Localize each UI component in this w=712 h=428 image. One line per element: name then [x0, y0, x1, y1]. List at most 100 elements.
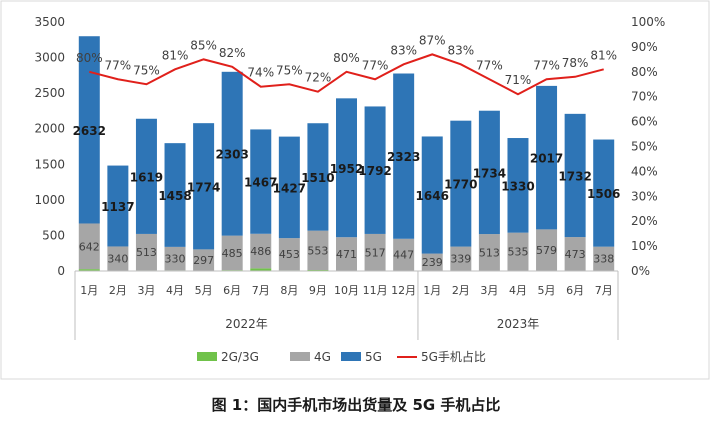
axes: 0 500 1000 1500 2000 2500 3000 3500 0% 10% 20% 30% 4…	[0, 0, 710, 380]
bar-5G-19	[593, 139, 615, 247]
y2-tick-70%: 70%	[631, 90, 658, 104]
bar-5G-11	[364, 106, 386, 234]
bar-2G-3G-1	[78, 269, 100, 271]
bar-4G-16	[507, 232, 529, 271]
y2-tick-0%: 0%	[631, 264, 650, 278]
bar-4G-19	[593, 246, 615, 271]
line-5g-share	[89, 53, 604, 96]
label-5g-18: 1732	[558, 169, 591, 183]
bar-4G-8	[278, 238, 300, 271]
label-5g-11: 1792	[358, 164, 391, 178]
x-tick-14: 2月	[452, 284, 470, 297]
label-4g-17: 579	[536, 244, 557, 257]
y-tick-1000: 1000	[34, 193, 65, 207]
label-5g-9: 1510	[301, 171, 334, 185]
bar-4G-11	[364, 233, 386, 271]
x-tick-18: 6月	[566, 284, 584, 297]
label-5g-share-1: 80%	[76, 51, 103, 65]
figure-caption: 图 1：国内手机市场出货量及 5G 手机占比	[211, 396, 501, 414]
label-4g-14: 339	[450, 253, 471, 266]
label-4g-11: 517	[365, 246, 386, 259]
bar-4G-10	[336, 237, 357, 271]
bar-5G-2	[107, 165, 129, 247]
label-5g-share-9: 72%	[305, 71, 332, 85]
label-4g-10: 471	[336, 248, 357, 261]
label-5g-13: 1646	[416, 189, 449, 203]
label-5g-3: 1619	[130, 170, 163, 184]
x-tick-15: 3月	[480, 284, 498, 297]
x-tick-10: 10月	[334, 284, 359, 297]
label-4g-2: 340	[107, 253, 128, 266]
label-5g-4: 1458	[158, 189, 191, 203]
y2-tick-20%: 20%	[631, 214, 658, 228]
label-5g-share-14: 83%	[447, 43, 474, 57]
label-4g-3: 513	[136, 246, 157, 259]
bar-2G-3G-7	[250, 268, 272, 271]
label-5g-share-6: 82%	[219, 46, 246, 60]
x-tick-9: 9月	[309, 284, 327, 297]
bar-4G-13	[421, 253, 443, 271]
bar-5G-5	[193, 123, 215, 250]
x-tick-8: 8月	[280, 284, 298, 297]
bar-5G-18	[564, 113, 586, 238]
y2-tick-50%: 50%	[631, 140, 658, 154]
plot-area: 642 340 513 330 297 485 486 453 553 471 517 447 239 3…	[73, 33, 620, 271]
x-tick-17: 5月	[538, 284, 556, 297]
y2-tick-80%: 80%	[631, 65, 658, 79]
x-tick-19: 7月	[595, 284, 613, 297]
label-4g-8: 453	[279, 248, 300, 261]
x-tick-12: 12月	[391, 284, 416, 297]
label-4g-1: 642	[79, 240, 100, 253]
label-5g-19: 1506	[587, 187, 620, 201]
label-5g-7: 1467	[244, 176, 277, 190]
bar-5G-1	[78, 36, 100, 224]
label-5g-share-3: 75%	[133, 63, 160, 77]
label-5g-share-13: 87%	[419, 33, 446, 47]
label-5g-2: 1137	[101, 200, 134, 214]
bar-4G-9	[307, 230, 329, 271]
y-tick-2500: 2500	[34, 86, 65, 100]
bar-4G-15	[478, 234, 500, 271]
y-tick-3500: 3500	[34, 15, 65, 29]
label-5g-share-4: 81%	[162, 48, 189, 62]
group-label-0: 2022年	[225, 317, 268, 331]
chart: 642 340 513 330 297 485 486 453 553 471 517 447 239 3…	[0, 0, 710, 380]
bar-4G-17	[536, 229, 558, 271]
label-4g-4: 330	[165, 253, 186, 266]
label-5g-share-16: 71%	[505, 73, 532, 87]
bar-5G-15	[478, 110, 500, 235]
label-4g-5: 297	[193, 254, 214, 267]
bar-4G-7	[250, 233, 272, 269]
label-5g-12: 2323	[387, 150, 420, 164]
label-5g-16: 1330	[501, 179, 534, 193]
label-4g-13: 239	[422, 256, 443, 269]
label-5g-share-2: 77%	[105, 58, 132, 72]
label-4g-18: 473	[565, 248, 586, 261]
bar-5G-4	[164, 143, 186, 247]
bar-5G-12	[393, 73, 415, 239]
label-5g-share-5: 85%	[190, 38, 217, 52]
bar-5G-8	[278, 136, 300, 239]
label-5g-share-7: 74%	[247, 66, 274, 80]
y2-tick-100%: 100%	[631, 15, 665, 29]
bar-5G-16	[507, 138, 529, 233]
bar-4G-2	[107, 246, 129, 271]
label-5g-10: 1952	[330, 162, 363, 176]
y2-tick-10%: 10%	[631, 239, 658, 253]
bar-5G-14	[450, 120, 472, 247]
label-4g-7: 486	[250, 245, 271, 258]
y-tick-1500: 1500	[34, 157, 65, 171]
legend-label-5g-share: 5G手机占比	[421, 349, 486, 364]
y2-tick-30%: 30%	[631, 189, 658, 203]
bar-5G-3	[135, 118, 157, 234]
legend-swatch-5G	[341, 352, 361, 361]
label-5g-6: 2303	[215, 148, 248, 162]
x-tick-1: 1月	[80, 284, 98, 297]
label-5g-1: 2632	[73, 124, 106, 138]
label-5g-share-12: 83%	[390, 43, 417, 57]
label-4g-6: 485	[222, 247, 243, 260]
label-5g-share-17: 77%	[533, 58, 560, 72]
label-5g-share-10: 80%	[333, 51, 360, 65]
x-tick-6: 6月	[223, 284, 241, 297]
label-4g-12: 447	[393, 249, 414, 262]
